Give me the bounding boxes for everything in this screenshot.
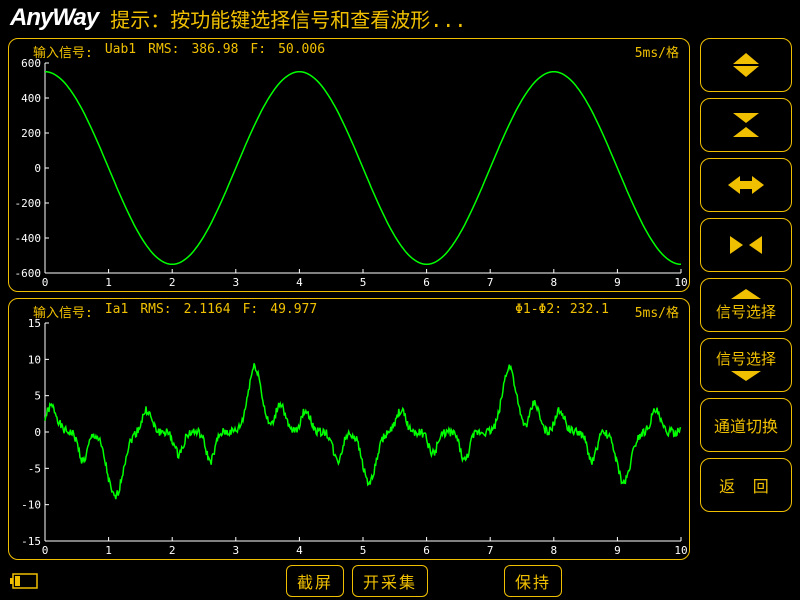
chart2-f-value: 49.977: [270, 302, 317, 319]
vertical-shrink-icon: [729, 111, 763, 139]
start-capture-button[interactable]: 开采集: [352, 565, 428, 597]
sidebar: 信号选择 信号选择 通道切换 返 回: [698, 36, 800, 564]
signal-select-up-label: 信号选择: [716, 301, 776, 322]
svg-text:10: 10: [674, 276, 687, 289]
signal-select-down-button[interactable]: 信号选择: [700, 338, 792, 392]
svg-text:2: 2: [169, 544, 176, 557]
svg-text:400: 400: [21, 92, 41, 105]
svg-text:10: 10: [28, 353, 41, 366]
svg-text:600: 600: [21, 59, 41, 70]
svg-text:0: 0: [42, 276, 49, 289]
svg-text:200: 200: [21, 127, 41, 140]
charts-column: 输入信号: Uab1 RMS: 386.98 F: 50.006 5ms/格 -…: [0, 36, 698, 564]
hold-button[interactable]: 保持: [504, 565, 562, 597]
return-label: 返 回: [719, 473, 773, 497]
svg-text:3: 3: [232, 276, 239, 289]
svg-text:10: 10: [674, 544, 687, 557]
svg-text:-5: -5: [28, 462, 41, 475]
main-area: 输入信号: Uab1 RMS: 386.98 F: 50.006 5ms/格 -…: [0, 36, 800, 564]
chart1-signal-prefix: 输入信号:: [33, 42, 93, 59]
channel-switch-button[interactable]: 通道切换: [700, 398, 792, 452]
chart2-phase-value: 232.1: [570, 302, 609, 317]
svg-text:0: 0: [42, 544, 49, 557]
svg-text:9: 9: [614, 276, 621, 289]
svg-text:9: 9: [614, 544, 621, 557]
svg-text:8: 8: [550, 544, 557, 557]
svg-text:6: 6: [423, 276, 430, 289]
footer: 截屏 开采集 保持: [0, 564, 800, 598]
svg-text:7: 7: [487, 544, 494, 557]
screenshot-button[interactable]: 截屏: [286, 565, 344, 597]
svg-text:-200: -200: [15, 197, 42, 210]
battery-icon: [10, 573, 40, 589]
chart1-panel: 输入信号: Uab1 RMS: 386.98 F: 50.006 5ms/格 -…: [8, 38, 690, 292]
svg-text:2: 2: [169, 276, 176, 289]
chart2-phase-label: Φ1-Φ2:: [515, 302, 562, 317]
svg-text:5: 5: [360, 544, 367, 557]
chart1-header: 输入信号: Uab1 RMS: 386.98 F: 50.006 5ms/格: [9, 39, 689, 59]
svg-text:-10: -10: [21, 499, 41, 512]
chart2-signal-name: Ia1: [105, 302, 128, 319]
chart2-rms-value: 2.1164: [184, 302, 231, 319]
vertical-expand-button[interactable]: [700, 38, 792, 92]
chart1-rms-label: RMS:: [148, 42, 179, 59]
chart2-rms-label: RMS:: [140, 302, 171, 319]
tip-text: 提示：按功能键选择信号和查看波形...: [110, 4, 466, 33]
svg-text:3: 3: [232, 544, 239, 557]
chart1-f-label: F:: [250, 42, 266, 59]
signal-select-down-label: 信号选择: [716, 348, 776, 369]
channel-switch-label: 通道切换: [714, 413, 778, 437]
return-button[interactable]: 返 回: [700, 458, 792, 512]
svg-text:-400: -400: [15, 232, 42, 245]
svg-text:1: 1: [105, 544, 112, 557]
horizontal-expand-icon: [726, 174, 766, 196]
chart2-signal-prefix: 输入信号:: [33, 302, 93, 319]
vertical-expand-icon: [729, 51, 763, 79]
svg-text:6: 6: [423, 544, 430, 557]
chart2-panel: 输入信号: Ia1 RMS: 2.1164 F: 49.977 Φ1-Φ2: 2…: [8, 298, 690, 560]
signal-select-up-button[interactable]: 信号选择: [700, 278, 792, 332]
svg-text:1: 1: [105, 276, 112, 289]
down-arrow-icon: [731, 371, 761, 381]
svg-text:4: 4: [296, 544, 303, 557]
chart1-f-value: 50.006: [278, 42, 325, 59]
up-arrow-icon: [731, 289, 761, 299]
svg-text:7: 7: [487, 276, 494, 289]
svg-text:0: 0: [34, 162, 41, 175]
chart1-plot: -600 -400 -200 0 200 400 600 0 1 2 3 4 5 6 7 8 9 10: [9, 59, 689, 291]
header: AnyWay 提示：按功能键选择信号和查看波形...: [0, 0, 800, 36]
svg-text:4: 4: [296, 276, 303, 289]
svg-text:-15: -15: [21, 535, 41, 548]
horizontal-shrink-icon: [726, 234, 766, 256]
svg-text:-600: -600: [15, 267, 42, 280]
chart2-f-label: F:: [243, 302, 259, 319]
logo: AnyWay: [10, 4, 98, 32]
svg-text:8: 8: [550, 276, 557, 289]
horizontal-shrink-button[interactable]: [700, 218, 792, 272]
chart1-signal-name: Uab1: [105, 42, 136, 59]
horizontal-expand-button[interactable]: [700, 158, 792, 212]
svg-text:0: 0: [34, 426, 41, 439]
chart1-rms-value: 386.98: [191, 42, 238, 59]
svg-text:5: 5: [360, 276, 367, 289]
vertical-shrink-button[interactable]: [700, 98, 792, 152]
svg-text:15: 15: [28, 319, 41, 330]
chart2-plot: -15 -10 -5 0 5 10 15 0 1 2 3 4 5 6 7 8 9 10: [9, 319, 689, 559]
svg-text:5: 5: [34, 390, 41, 403]
chart2-header: 输入信号: Ia1 RMS: 2.1164 F: 49.977 Φ1-Φ2: 2…: [9, 299, 689, 319]
